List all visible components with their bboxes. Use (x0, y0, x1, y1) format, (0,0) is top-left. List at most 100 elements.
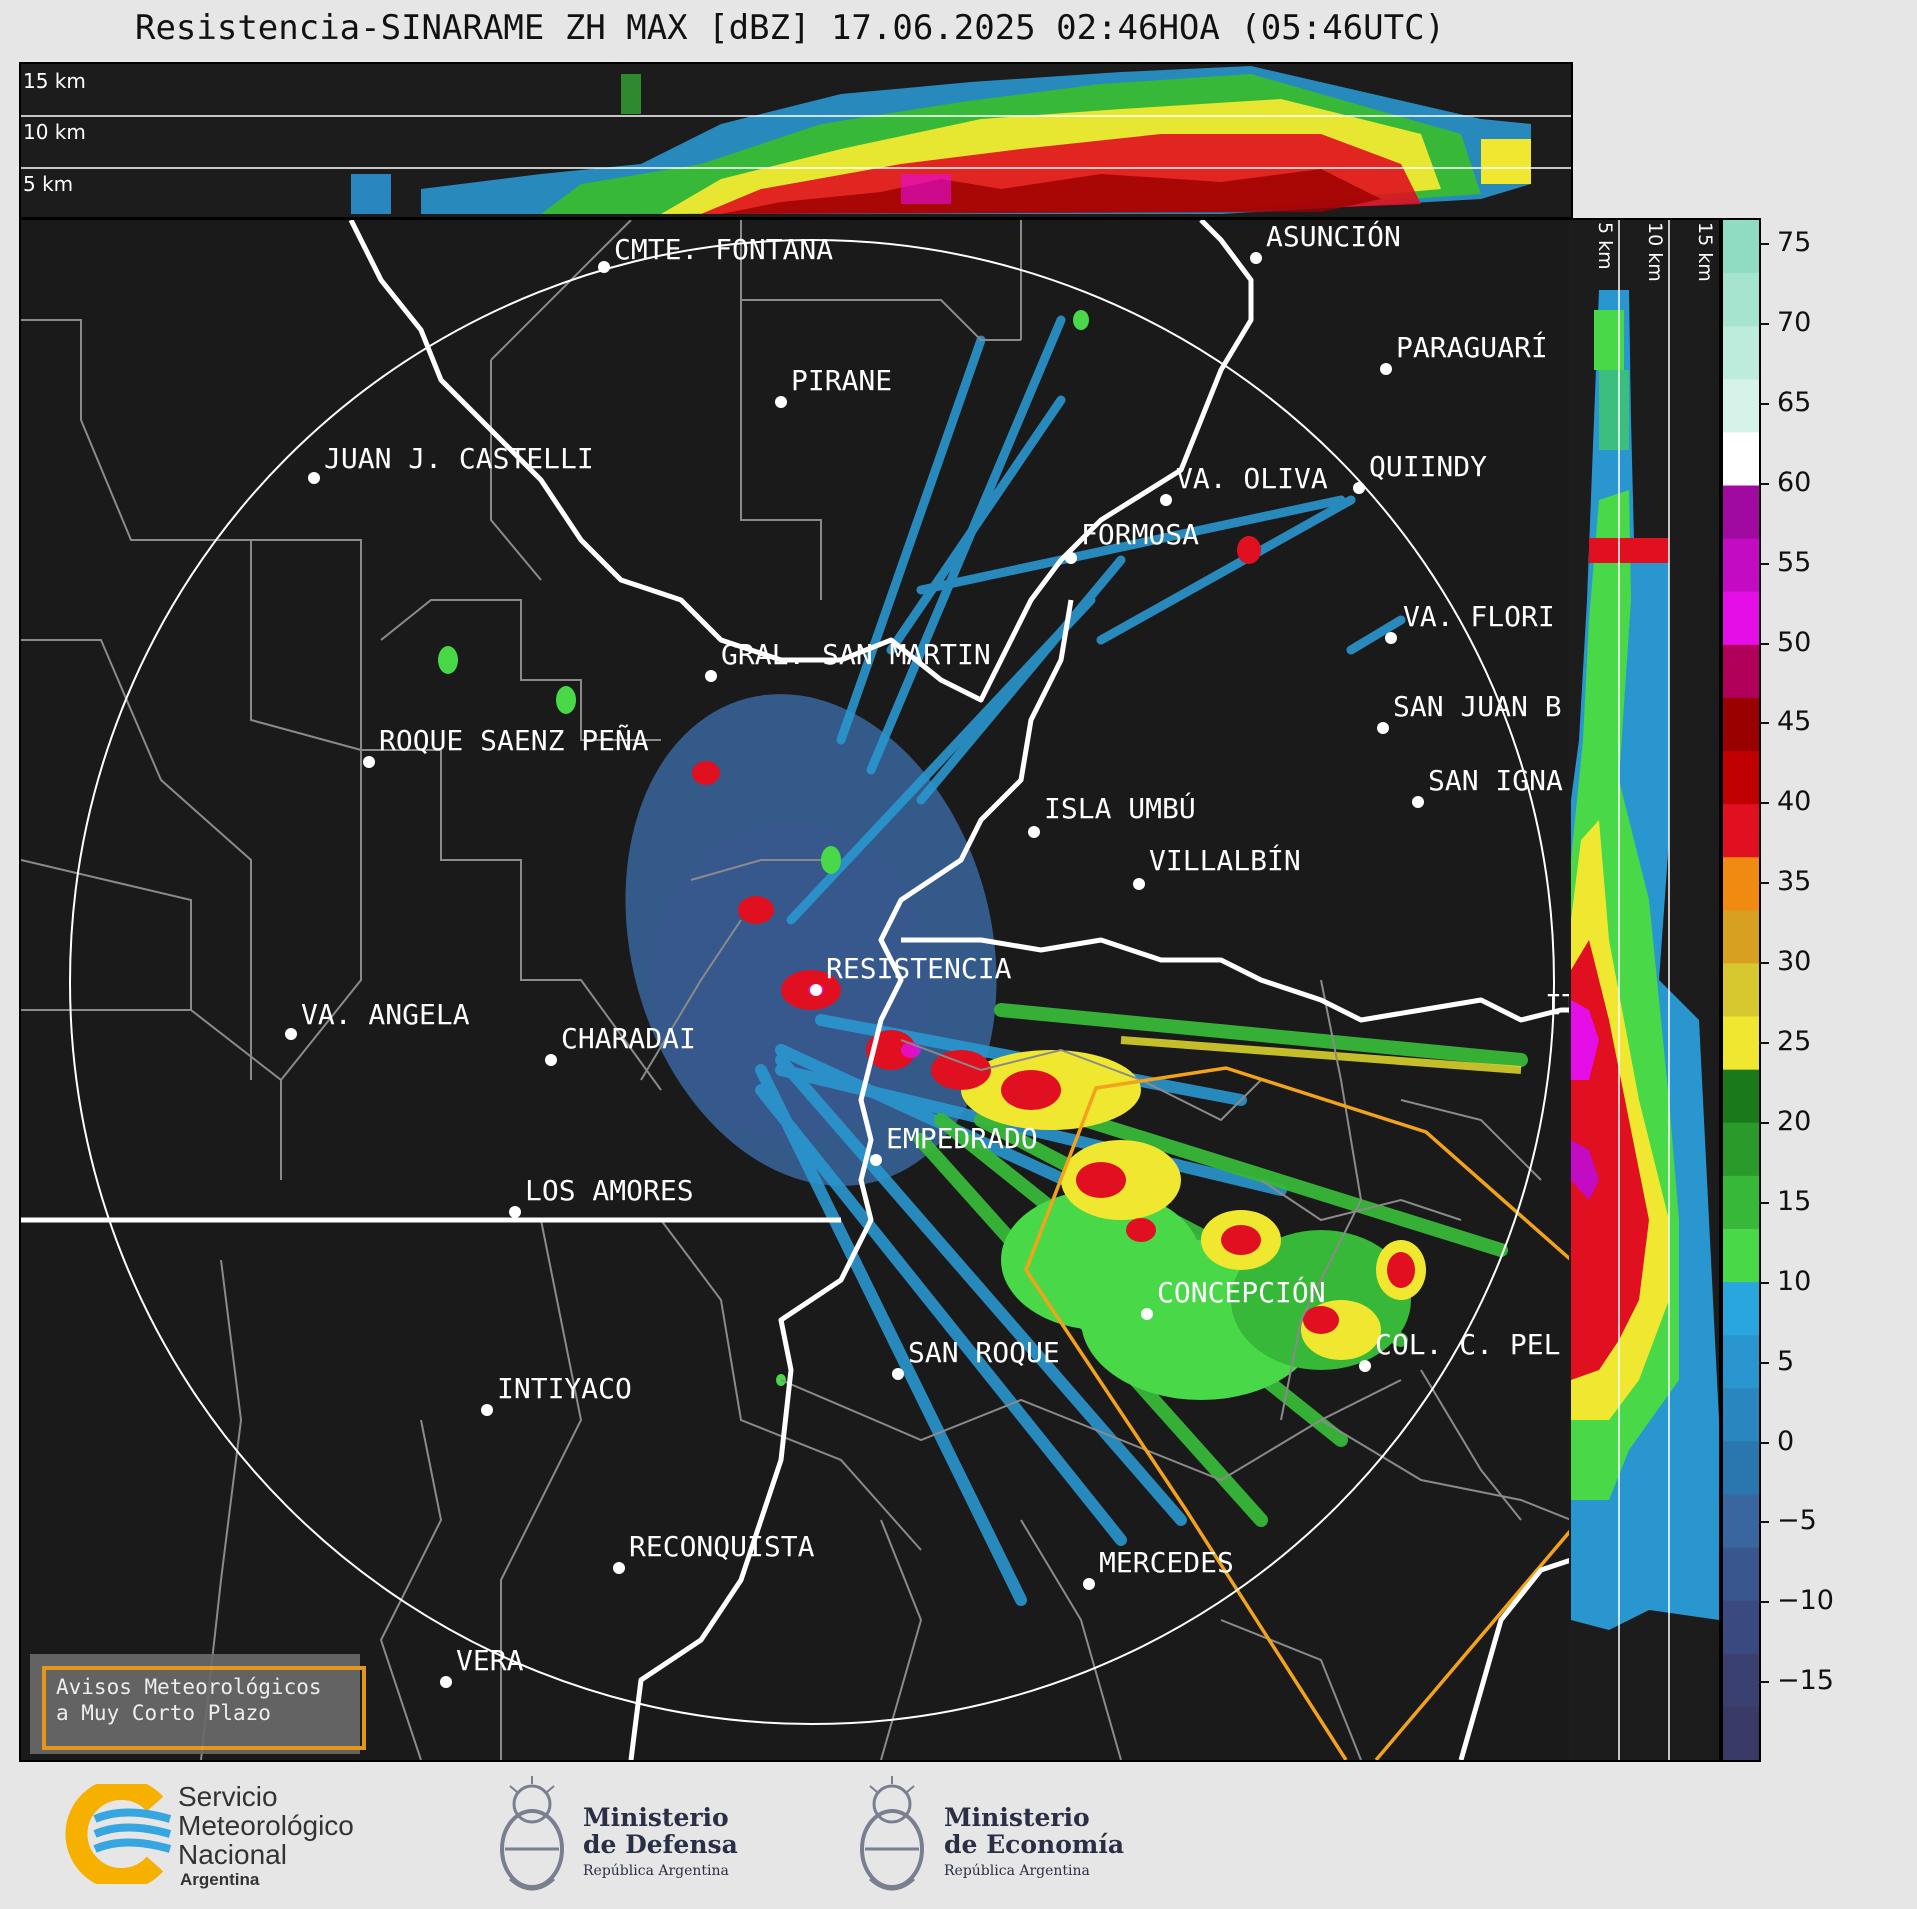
colorbar-tick-label: 75 (1777, 227, 1812, 258)
radar-map[interactable]: CMTE. FONTANA ASUNCIÓN PIRANE PARAGUARÍ JUAN… (19, 218, 1579, 1762)
place-marker[interactable]: CHARADAI (545, 1022, 696, 1066)
colorbar-segment (1723, 963, 1759, 1018)
place-marker[interactable]: INTIYACO (481, 1372, 632, 1416)
place-label: CMTE. FONTANA (614, 233, 833, 266)
place-dot-icon (1359, 1360, 1371, 1372)
place-dot-icon (1377, 722, 1389, 734)
place-marker[interactable]: SAN ROQUE (892, 1336, 1060, 1380)
place-marker[interactable]: ASUNCIÓN (1250, 219, 1401, 264)
place-dot-icon (1141, 1308, 1153, 1320)
colorbar-tick-label: 65 (1777, 386, 1812, 418)
top-5km-label: 5 km (23, 172, 73, 196)
place-label: RESISTENCIA (826, 952, 1012, 985)
colorbar-tick-label: 70 (1777, 306, 1812, 338)
colorbar-segment (1723, 1282, 1759, 1337)
right-15km-label: 15 km (1694, 222, 1716, 282)
place-marker[interactable]: QUIINDY (1353, 450, 1487, 494)
colorbar-tick-label: 5 (1777, 1345, 1795, 1377)
colorbar-segment (1723, 1441, 1759, 1496)
place-marker[interactable]: IT (1545, 988, 1579, 1021)
colorbar-segment (1723, 1653, 1759, 1708)
place-marker[interactable]: FORMOSA (1065, 518, 1199, 564)
place-label: RECONQUISTA (629, 1530, 815, 1563)
colorbar-segment (1723, 379, 1759, 434)
place-marker[interactable]: VA. FLORI (1385, 600, 1555, 644)
right-10km-label: 10 km (1644, 222, 1666, 282)
place-label: VA. ANGELA (301, 998, 470, 1031)
smn-name-line3: Nacional (178, 1839, 287, 1870)
place-marker[interactable]: COL. C. PEL (1359, 1328, 1560, 1372)
colorbar-tick-label: 30 (1777, 946, 1812, 978)
colorbar-segment (1723, 857, 1759, 912)
place-marker[interactable]: RESISTENCIA (810, 952, 1012, 996)
place-dot-icon (598, 261, 610, 273)
top-15km-label: 15 km (23, 69, 86, 93)
colorbar-tick-label: 55 (1777, 546, 1812, 578)
colorbar-segment (1723, 1228, 1759, 1284)
place-dot-icon (1412, 796, 1424, 808)
warning-legend-line1: Avisos Meteorológicos (56, 1675, 322, 1699)
place-marker[interactable]: SAN JUAN B (1377, 690, 1562, 734)
place-label: MERCEDES (1099, 1546, 1234, 1579)
place-marker[interactable]: PIRANE (775, 364, 892, 408)
colorbar-ticks: 75 70 65 60 55 50 45 40 35 30 25 20 15 10 5 0 −5 −10 −15 (1759, 218, 1909, 1758)
place-marker[interactable]: VILLALBÍN (1133, 843, 1301, 890)
colorbar-segment (1723, 644, 1759, 699)
place-dot-icon (440, 1676, 452, 1688)
colorbar-segment (1723, 591, 1759, 646)
place-label: INTIYACO (497, 1372, 632, 1405)
place-marker[interactable]: MERCEDES (1083, 1546, 1234, 1590)
place-marker[interactable]: VERA (440, 1644, 524, 1688)
place-marker[interactable]: SAN IGNA (1412, 764, 1563, 808)
colorbar-segment (1723, 1388, 1759, 1443)
right-cross-section: 5 km 10 km 15 km (1569, 218, 1721, 1762)
colorbar-tick-label: 60 (1777, 466, 1812, 498)
colorbar-tick-label: 40 (1777, 786, 1812, 818)
colorbar-segment (1723, 1494, 1759, 1549)
warning-polygons (1024, 1066, 1573, 1762)
place-marker[interactable]: RECONQUISTA (613, 1530, 815, 1574)
place-dot-icon (308, 472, 320, 484)
place-dot-icon (775, 396, 787, 408)
place-label: ASUNCIÓN (1266, 220, 1401, 253)
colorbar-segment (1723, 485, 1759, 540)
place-marker[interactable]: ISLA UMBÚ (1028, 791, 1196, 838)
place-dot-icon (481, 1404, 493, 1416)
place-label: QUIINDY (1369, 450, 1487, 483)
place-dot-icon (870, 1154, 882, 1166)
warning-legend-line2: a Muy Corto Plazo (56, 1701, 271, 1725)
warning-legend[interactable]: Avisos Meteorológicos a Muy Corto Plazo (30, 1654, 366, 1754)
colorbar-segment (1723, 1547, 1759, 1602)
colorbar-segment (1723, 220, 1759, 275)
place-dot-icon (1250, 252, 1262, 264)
place-marker[interactable]: PARAGUARÍ (1380, 330, 1548, 375)
place-marker[interactable]: ROQUE SAENZ PEÑA (363, 723, 649, 768)
place-marker[interactable]: VA. OLIVA (1160, 462, 1328, 506)
place-label: SAN ROQUE (908, 1336, 1060, 1369)
smn-logo-icon (65, 1784, 172, 1884)
colorbar-tick-label: −5 (1777, 1505, 1817, 1537)
place-marker[interactable]: EMPEDRADO (870, 1122, 1038, 1166)
defensa-line1: Ministerio (583, 1803, 729, 1832)
place-label: EMPEDRADO (886, 1122, 1038, 1155)
province-boundaries (20, 219, 1572, 1761)
place-marker[interactable]: LOS AMORES (509, 1174, 694, 1218)
place-label: CHARADAI (561, 1022, 696, 1055)
place-marker[interactable]: CONCEPCIÓN (1141, 1275, 1326, 1320)
place-label: GRAL. SAN MARTIN (721, 638, 991, 671)
place-label: CONCEPCIÓN (1157, 1275, 1326, 1309)
colorbar-tick-label: −15 (1777, 1665, 1834, 1697)
place-dot-icon (1133, 878, 1145, 890)
place-label: PARAGUARÍ (1396, 330, 1548, 364)
colorbar-tick-label: 35 (1777, 866, 1812, 898)
colorbar-segment (1723, 538, 1759, 593)
place-label: ISLA UMBÚ (1044, 791, 1196, 825)
footer: Servicio Meteorológico Nacional Argentin… (0, 1762, 1917, 1909)
colorbar-segment (1723, 1335, 1759, 1390)
place-marker[interactable]: VA. ANGELA (285, 998, 470, 1040)
place-marker[interactable]: CMTE. FONTANA (598, 233, 833, 273)
place-marker[interactable]: JUAN J. CASTELLI (308, 442, 594, 484)
place-label: VA. FLORI (1403, 600, 1555, 633)
place-marker[interactable]: GRAL. SAN MARTIN (705, 638, 991, 682)
place-dot-icon (1353, 482, 1365, 494)
